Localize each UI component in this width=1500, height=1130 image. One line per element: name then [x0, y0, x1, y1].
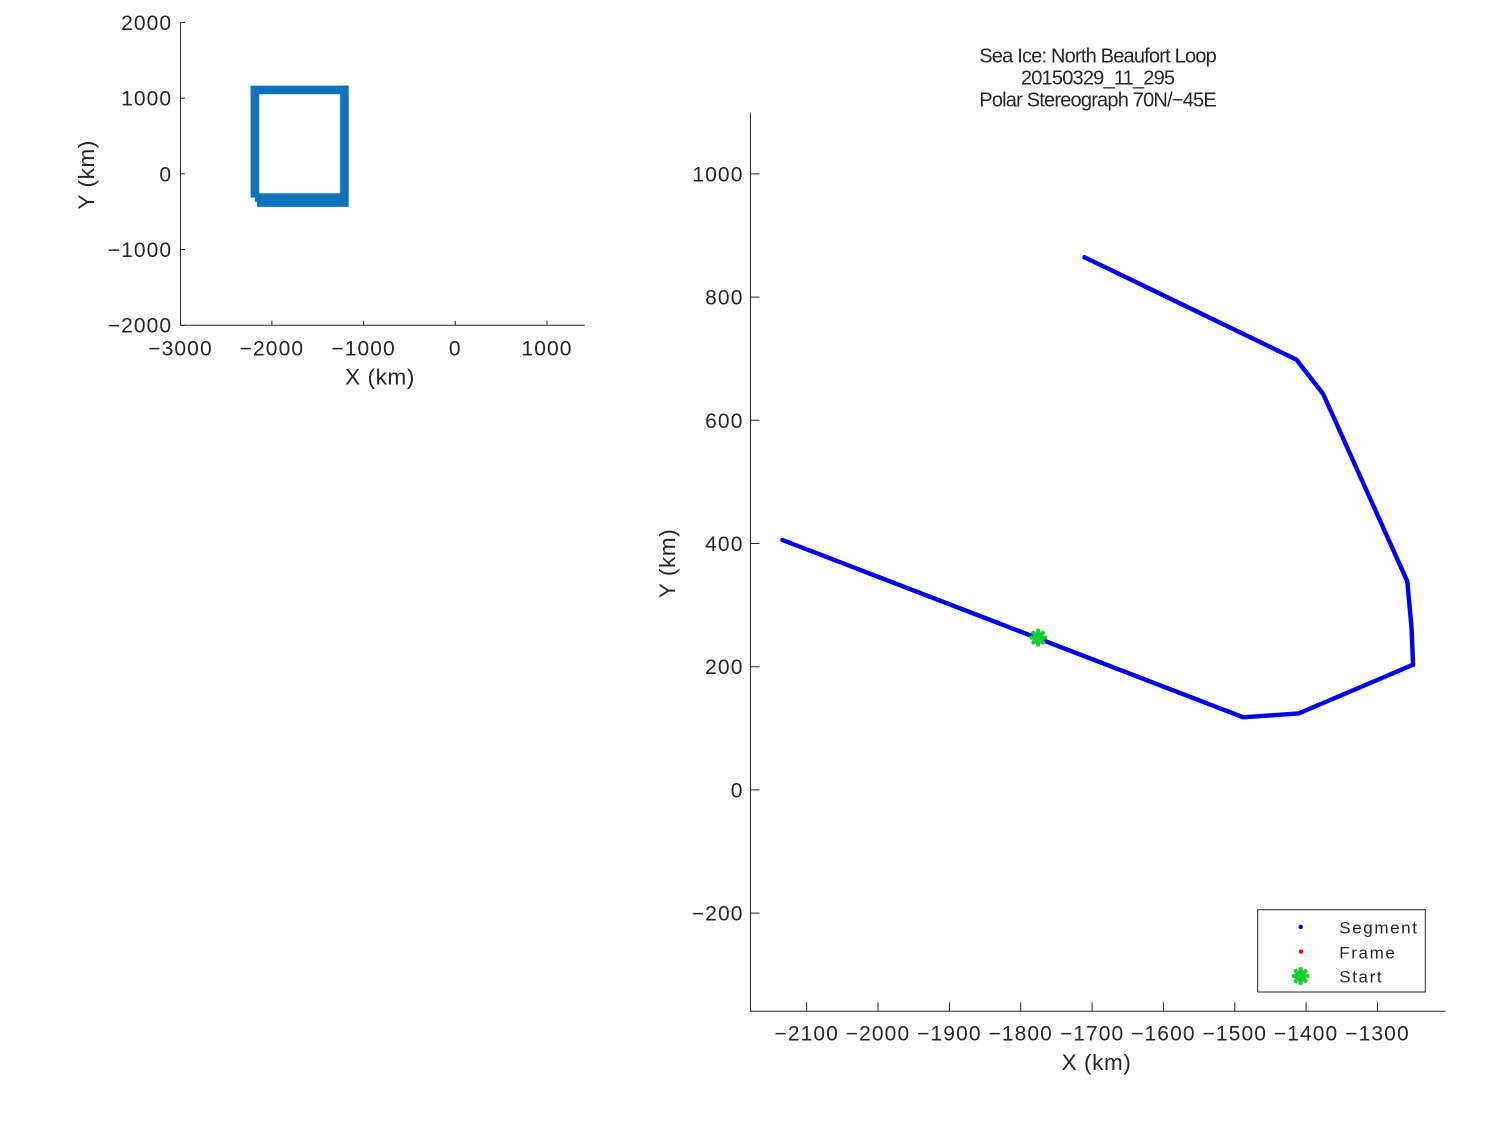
- svg-text:0: 0: [731, 779, 744, 802]
- svg-text:−1300: −1300: [1345, 1022, 1409, 1045]
- svg-text:Polar Stereograph 70N/−45E: Polar Stereograph 70N/−45E: [979, 90, 1216, 112]
- svg-text:−2000: −2000: [240, 337, 304, 360]
- svg-text:2000: 2000: [121, 12, 172, 35]
- svg-text:X (km): X (km): [1062, 1050, 1132, 1075]
- svg-text:−1400: −1400: [1274, 1022, 1338, 1045]
- svg-text:−1600: −1600: [1131, 1022, 1195, 1045]
- svg-text:−2000: −2000: [108, 315, 172, 338]
- svg-text:−1700: −1700: [1060, 1022, 1124, 1045]
- svg-text:1000: 1000: [121, 88, 172, 111]
- svg-text:−1000: −1000: [108, 239, 172, 262]
- svg-text:0: 0: [449, 337, 462, 360]
- svg-text:1000: 1000: [521, 337, 572, 360]
- svg-text:Start: Start: [1339, 968, 1383, 987]
- svg-text:−2100: −2100: [774, 1022, 838, 1045]
- svg-text:−2000: −2000: [846, 1022, 910, 1045]
- svg-text:200: 200: [705, 656, 743, 679]
- svg-text:Segment: Segment: [1339, 919, 1418, 938]
- svg-text:Y (km): Y (km): [74, 140, 99, 209]
- svg-text:−1900: −1900: [917, 1022, 981, 1045]
- svg-text:−1500: −1500: [1203, 1022, 1267, 1045]
- svg-text:Sea Ice: North Beaufort Loop: Sea Ice: North Beaufort Loop: [979, 45, 1216, 67]
- svg-text:Frame: Frame: [1339, 943, 1396, 962]
- svg-text:800: 800: [705, 287, 743, 310]
- svg-text:X (km): X (km): [345, 365, 415, 390]
- svg-text:600: 600: [705, 410, 743, 433]
- svg-text:20150329_11_295: 20150329_11_295: [1021, 67, 1175, 89]
- svg-text:−1800: −1800: [988, 1022, 1052, 1045]
- svg-text:−3000: −3000: [148, 337, 212, 360]
- svg-text:0: 0: [159, 163, 172, 186]
- svg-text:1000: 1000: [692, 163, 743, 186]
- svg-text:400: 400: [705, 533, 743, 556]
- svg-text:Y (km): Y (km): [655, 529, 680, 598]
- svg-text:−200: −200: [692, 903, 744, 926]
- svg-text:−1000: −1000: [331, 337, 395, 360]
